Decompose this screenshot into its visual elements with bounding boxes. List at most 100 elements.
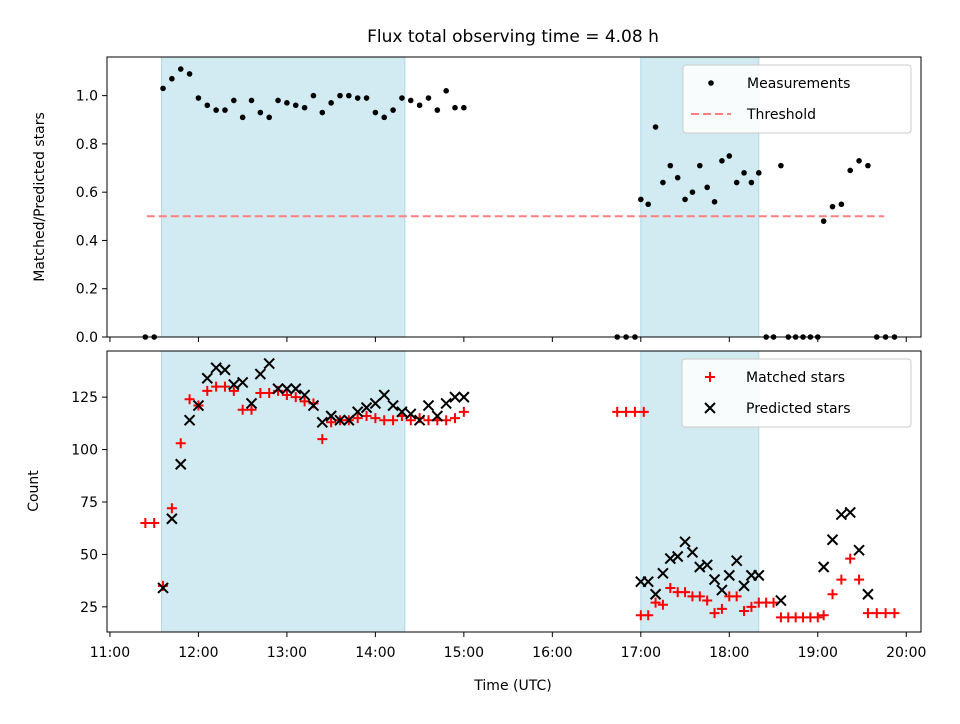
legend-box [681,358,912,428]
data-point [674,174,681,181]
data-point [865,162,871,169]
data-point [281,383,293,395]
y-axis-label-count: Count [26,470,42,512]
data-point [440,397,452,410]
x-tick-label: 13:00 [267,645,307,661]
data-point [316,416,329,429]
data-point [818,610,829,621]
x-tick-label: 11:00 [90,645,130,661]
data-point [854,574,865,585]
legend-label: Matched stars [746,370,845,386]
data-point [175,458,187,470]
legend-label: Measurements [747,76,850,92]
data-point [370,413,381,424]
data-point [325,410,337,422]
shaded-interval-0 [161,56,406,338]
data-point [195,95,202,101]
data-point [649,588,662,600]
data-point [643,610,654,621]
data-point [326,417,337,428]
shaded-interval-0 [161,350,406,633]
data-point [871,608,882,619]
data-point [236,376,249,389]
data-point [838,201,845,208]
data-point [680,587,691,598]
series-predicted-stars [157,357,874,607]
data-point [166,513,178,525]
data-point [149,517,160,528]
x-axis-label: Time (UTC) [473,678,551,694]
y-tick-label: 0.0 [76,330,98,346]
legend-marker-dot [708,80,714,86]
x-tick-label: 19:00 [798,645,838,661]
data-point [719,157,725,164]
data-point [650,597,661,608]
panel-1-frame [106,350,922,633]
data-point [844,506,856,519]
data-point [847,167,854,174]
data-point [211,381,222,392]
data-point [682,196,688,203]
data-point [381,114,388,121]
x-tick-label: 17:00 [621,645,661,661]
data-point [458,406,469,417]
data-point [399,95,405,101]
data-point [378,389,390,401]
data-point [204,102,211,109]
data-point [290,383,302,395]
data-point [704,184,710,191]
data-point [657,567,669,579]
y-tick-label: 0.2 [76,282,98,298]
data-point [213,107,219,113]
data-point [255,387,266,398]
data-point [880,608,891,619]
data-point [210,362,222,374]
data-point [638,196,644,203]
data-point [334,414,346,426]
x-tick-label: 18:00 [709,645,749,661]
data-point [346,92,352,99]
data-point [183,414,196,426]
y-tick-label: 1.0 [76,89,98,105]
data-point [845,553,856,564]
panel-1-legend: Matched stars Predicted stars [681,358,912,428]
data-point [169,75,175,82]
data-point [219,381,230,392]
panel-0-legend: Measurements Threshold [682,64,912,134]
data-point [716,603,727,614]
data-point [753,569,765,582]
y-tick-label: 125 [71,390,98,406]
panel-1-plot-area [140,350,900,633]
data-point [352,413,363,424]
data-point [228,385,239,396]
data-point [369,397,382,410]
data-point [248,97,255,104]
data-point [621,406,632,417]
legend-label: Threshold [746,107,816,123]
data-point [768,597,779,608]
data-point [689,189,696,195]
data-point [731,591,742,602]
data-point [730,554,743,567]
data-point [826,534,839,546]
data-point [157,582,169,594]
data-point [237,404,248,415]
data-point [665,582,676,593]
data-point [461,104,467,111]
data-point [317,434,328,445]
y-tick-label: 0.8 [76,137,98,153]
data-point [629,406,640,417]
data-point [307,399,320,412]
data-point [443,87,449,94]
x-tick-label: 14:00 [355,645,395,661]
data-point [862,608,873,619]
data-point [741,170,747,176]
legend-marker-plus [705,372,715,382]
data-point [263,357,275,370]
y-tick-label: 25 [80,600,98,616]
data-point [812,612,823,623]
data-point [702,595,713,606]
data-point [257,109,264,116]
data-point [853,544,865,556]
data-point [290,392,301,403]
